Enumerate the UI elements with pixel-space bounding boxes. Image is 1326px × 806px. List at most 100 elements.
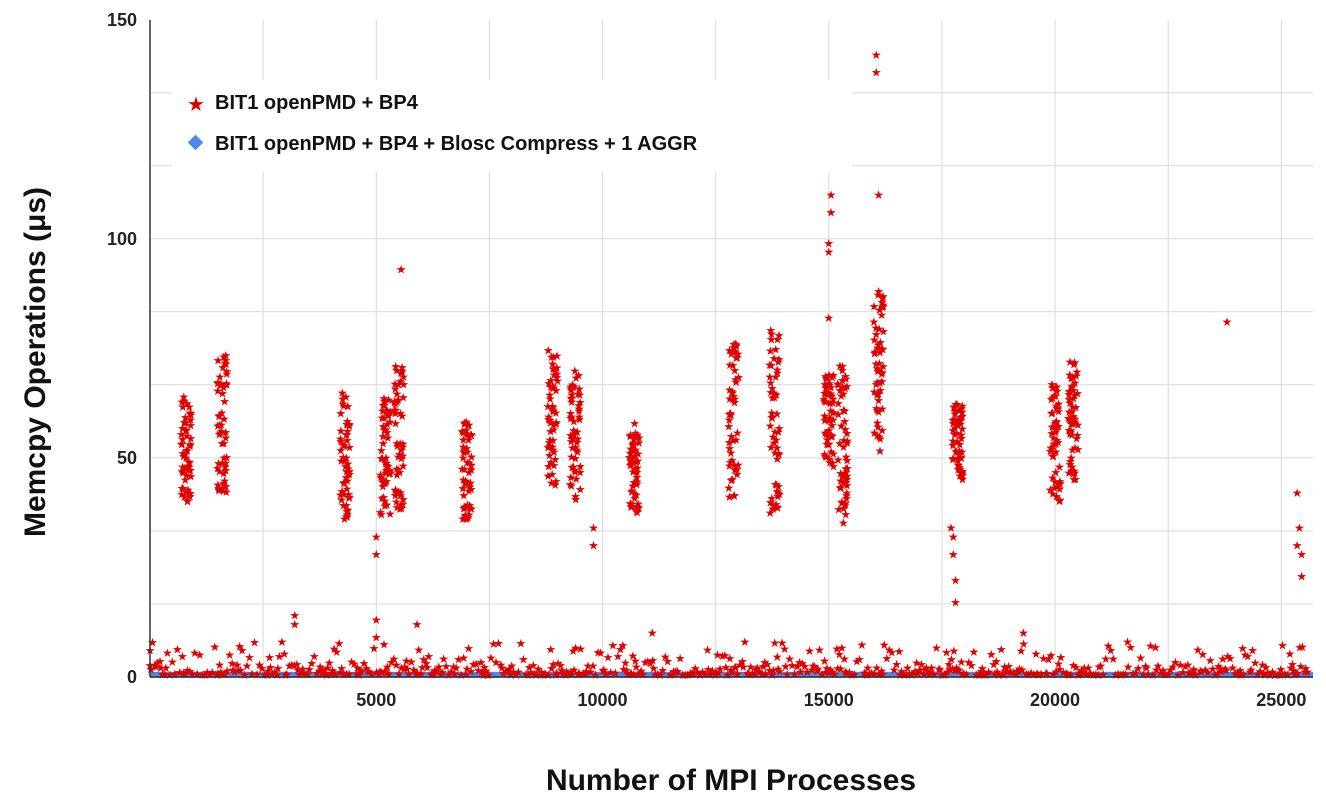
series-1-point: ★ (1103, 639, 1114, 653)
series-1-point: ★ (543, 459, 554, 473)
series-1-point: ★ (731, 347, 742, 361)
series-1-point: ★ (1051, 423, 1062, 437)
series-1-point: ★ (642, 654, 653, 668)
series-1-point: ★ (1215, 662, 1226, 676)
series-1-point: ★ (570, 493, 581, 507)
series-1-point: ★ (379, 394, 390, 408)
series-1-point: ★ (1067, 443, 1078, 457)
series-1-point: ★ (389, 395, 400, 409)
series-1-point: ★ (382, 404, 393, 418)
series-1-point: ★ (1068, 417, 1079, 431)
series-1-point: ★ (391, 658, 402, 672)
series-1-point: ★ (178, 666, 189, 680)
series-1-point: ★ (239, 668, 250, 682)
series-1-point: ★ (337, 484, 348, 498)
series-1-point: ★ (730, 373, 741, 387)
series-1-point: ★ (212, 376, 223, 390)
series-1-point: ★ (180, 416, 191, 430)
series-1-point: ★ (375, 664, 386, 678)
series-1-point: ★ (660, 650, 671, 664)
series-1-point: ★ (823, 428, 834, 442)
series-1-point: ★ (394, 502, 405, 516)
series-1-point: ★ (1275, 668, 1286, 682)
series-1-point: ★ (342, 425, 353, 439)
series-1-point: ★ (359, 657, 370, 671)
series-1-point: ★ (180, 462, 191, 476)
series-1-point: ★ (1067, 400, 1078, 414)
y-tick-label: 150 (107, 10, 137, 30)
series-1-point: ★ (399, 660, 410, 674)
series-1-point: ★ (621, 664, 632, 678)
series-1-point: ★ (459, 463, 470, 477)
series-1-point: ★ (214, 370, 225, 384)
series-1-point: ★ (1225, 652, 1236, 666)
series-1-point: ★ (750, 662, 761, 676)
series-1-point: ★ (566, 479, 577, 493)
series-1-point: ★ (957, 469, 968, 483)
series-1-point: ★ (481, 664, 492, 678)
series-1-point: ★ (628, 668, 639, 682)
series-1-point: ★ (1068, 411, 1079, 425)
series-1-point: ★ (722, 668, 733, 682)
series-1-point: ★ (875, 335, 886, 349)
series-1-point: ★ (342, 508, 353, 522)
series-1-point: ★ (697, 665, 708, 679)
series-1-point: ★ (187, 667, 198, 681)
series-1-point: ★ (840, 370, 851, 384)
series-1-point: ★ (777, 636, 788, 650)
series-1-point: ★ (1049, 437, 1060, 451)
series-1-point: ★ (483, 668, 494, 682)
series-1-point: ★ (280, 668, 291, 682)
series-1-point: ★ (971, 668, 982, 682)
series-1-point: ★ (570, 641, 581, 655)
series-1-point: ★ (1108, 652, 1119, 666)
series-1-point: ★ (1163, 668, 1174, 682)
series-1-point: ★ (667, 668, 678, 682)
series-1-point: ★ (457, 424, 468, 438)
series-1-point: ★ (824, 452, 835, 466)
series-1-point: ★ (548, 403, 559, 417)
series-1-point: ★ (545, 380, 556, 394)
series-1-point: ★ (944, 658, 955, 672)
series-1-point: ★ (627, 479, 638, 493)
series-1-point: ★ (218, 380, 229, 394)
series-1-point: ★ (637, 668, 648, 682)
series-1-point: ★ (152, 656, 163, 670)
series-1-point: ★ (1275, 663, 1286, 677)
series-1-point: ★ (824, 665, 835, 679)
series-1-point: ★ (463, 508, 474, 522)
series-1-point: ★ (841, 491, 852, 505)
series-1-point: ★ (530, 668, 541, 682)
series-1-point: ★ (390, 483, 401, 497)
series-1-point: ★ (568, 415, 579, 429)
series-1-point: ★ (264, 651, 275, 665)
series-1-point: ★ (544, 439, 555, 453)
series-1-point: ★ (731, 351, 742, 365)
series-1-point: ★ (459, 444, 470, 458)
series-1-point: ★ (1297, 640, 1308, 654)
series-1-point: ★ (160, 667, 171, 681)
series-1-point: ★ (371, 613, 382, 627)
series-1-point: ★ (341, 428, 352, 442)
series-1-point: ★ (629, 449, 640, 463)
series-1-point: ★ (395, 486, 406, 500)
series-1-point: ★ (1292, 486, 1303, 500)
series-1-point: ★ (326, 666, 337, 680)
series-1-point: ★ (954, 437, 965, 451)
series-1-point: ★ (909, 666, 920, 680)
series-1-point: ★ (772, 484, 783, 498)
series-1-point: ★ (1188, 663, 1199, 677)
series-1-point: ★ (869, 667, 880, 681)
series-1-point: ★ (832, 642, 843, 656)
series-1-point: ★ (826, 206, 837, 220)
series-1-point: ★ (677, 668, 688, 682)
series-1-point: ★ (395, 406, 406, 420)
series-1-point: ★ (539, 667, 550, 681)
series-1-point: ★ (625, 497, 636, 511)
series-1-point: ★ (544, 448, 555, 462)
series-1-point: ★ (202, 666, 213, 680)
series-1-point: ★ (910, 664, 921, 678)
series-1-point: ★ (380, 456, 391, 470)
series-1-point: ★ (873, 338, 884, 352)
series-1-point: ★ (632, 454, 643, 468)
